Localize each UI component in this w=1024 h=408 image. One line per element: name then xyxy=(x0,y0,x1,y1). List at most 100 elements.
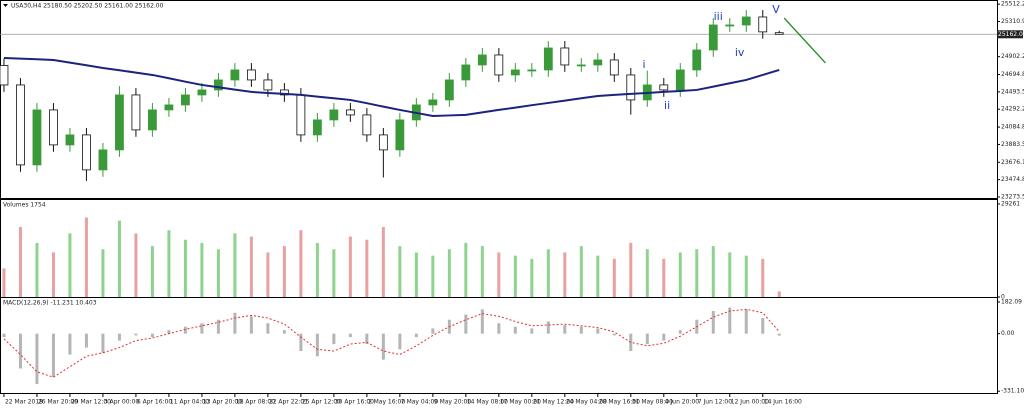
volume-bar xyxy=(777,291,781,297)
candle-body xyxy=(675,69,685,91)
macd-bar xyxy=(150,333,154,338)
x-tick-label: 26 Mar 20:00 xyxy=(38,399,78,406)
volume-bar xyxy=(546,249,550,297)
candle-body xyxy=(725,24,735,27)
x-tick-label: 12 Jun 00:00 xyxy=(731,399,769,406)
x-tick-label: 7 May 04:00 xyxy=(401,399,439,406)
x-tick-label: 31 May 08:00 xyxy=(632,399,673,406)
x-tick-label: 3 Apr 00:00 xyxy=(104,399,139,406)
candle-body xyxy=(527,69,537,72)
candle-body xyxy=(82,134,91,171)
volume-bar xyxy=(480,246,484,297)
x-tick-label: 17 May 00:00 xyxy=(500,399,541,406)
volume-bar xyxy=(299,230,303,297)
macd-bar xyxy=(546,321,550,334)
macd-bar xyxy=(365,333,369,345)
candle-body xyxy=(708,24,718,51)
macd-bar xyxy=(563,324,567,334)
candle-body xyxy=(576,64,586,67)
candle-body xyxy=(329,109,339,121)
y-tick-label: 29261 xyxy=(1001,200,1020,207)
candle-body xyxy=(279,89,289,96)
last-price-label: 25162.00 xyxy=(998,31,1024,38)
wave-label: iii xyxy=(714,10,723,23)
macd-bar xyxy=(315,333,319,357)
y-tick-label: 25512.20 xyxy=(1001,1,1024,8)
volume-label: Volumes 1754 xyxy=(3,202,46,209)
x-tick-label: 25 Apr 12:00 xyxy=(302,399,341,406)
candle-body xyxy=(98,149,108,171)
macd-bar xyxy=(200,323,204,334)
trend-line xyxy=(783,17,826,64)
macd-signal xyxy=(3,308,780,378)
candle-body xyxy=(461,64,471,81)
macd-bar xyxy=(332,333,336,345)
x-tick-label: 22 Mar 2018 xyxy=(5,399,43,406)
y-tick-label: 25310.90 xyxy=(1001,18,1024,25)
candle-body xyxy=(49,109,58,146)
volume-bar xyxy=(332,249,336,297)
candle-body xyxy=(65,134,75,146)
candle-body xyxy=(741,16,751,26)
wave-label: ii xyxy=(664,99,670,112)
candle-body xyxy=(345,109,355,116)
volume-bar xyxy=(398,246,402,297)
y-tick-label: 23273.50 xyxy=(1001,193,1024,200)
volume-bar xyxy=(447,249,451,297)
candle-body xyxy=(263,79,273,91)
y-tick-label: 24292.20 xyxy=(1001,106,1024,113)
y-tick-label: 23676.10 xyxy=(1001,159,1024,166)
y-tick-label: 24493.50 xyxy=(1001,88,1024,95)
volume-bar xyxy=(134,233,138,297)
price-panel xyxy=(0,0,998,199)
candle-body xyxy=(758,16,768,33)
candle-body xyxy=(477,54,487,66)
volume-bar xyxy=(35,242,39,297)
x-tick-label: 9 May 20:00 xyxy=(434,399,472,406)
wave-label: iv xyxy=(735,46,745,59)
macd-bar xyxy=(513,326,517,334)
candle-body xyxy=(197,89,207,96)
macd-bar xyxy=(761,318,765,334)
macd-bar xyxy=(678,330,682,334)
volume-bar xyxy=(629,242,633,297)
wave-label: V xyxy=(772,3,780,16)
x-tick-label: 18 Apr 08:00 xyxy=(236,399,275,406)
macd-bar xyxy=(299,333,303,352)
candle-body xyxy=(494,54,504,76)
candle-body xyxy=(362,114,372,136)
candle-body xyxy=(214,79,223,91)
macd-bar xyxy=(84,333,88,348)
volume-bar xyxy=(101,249,105,297)
macd-bar xyxy=(381,333,385,360)
volume-bar xyxy=(68,233,72,297)
volume-bar xyxy=(348,236,352,297)
macd-bar xyxy=(51,333,55,378)
volume-bar xyxy=(530,258,534,297)
volume-bar xyxy=(117,220,121,297)
volume-bar xyxy=(728,252,732,297)
y-tick-label: -331.102 xyxy=(1001,388,1024,395)
y-tick-label: 0.00 xyxy=(1001,330,1015,337)
volume-bar xyxy=(2,268,6,297)
volume-bar xyxy=(282,246,286,297)
volume-bar xyxy=(744,255,748,297)
macd-bar xyxy=(117,333,121,341)
candle-body xyxy=(428,99,438,106)
macd-bar xyxy=(266,323,270,334)
volume-bar xyxy=(18,227,22,297)
volume-bar xyxy=(233,233,237,297)
candle-body xyxy=(131,94,141,131)
y-tick-label: 23474.80 xyxy=(1001,176,1024,183)
macd-bar xyxy=(167,330,171,334)
volume-bar xyxy=(365,239,369,297)
candle-body xyxy=(593,59,603,66)
volume-bar xyxy=(563,252,567,297)
macd-bar xyxy=(68,333,72,355)
macd-bar xyxy=(18,333,22,369)
x-tick-label: 28 May 16:00 xyxy=(599,399,640,406)
macd-bar xyxy=(2,333,6,338)
candle-body xyxy=(659,84,669,91)
candle-body xyxy=(296,94,306,136)
